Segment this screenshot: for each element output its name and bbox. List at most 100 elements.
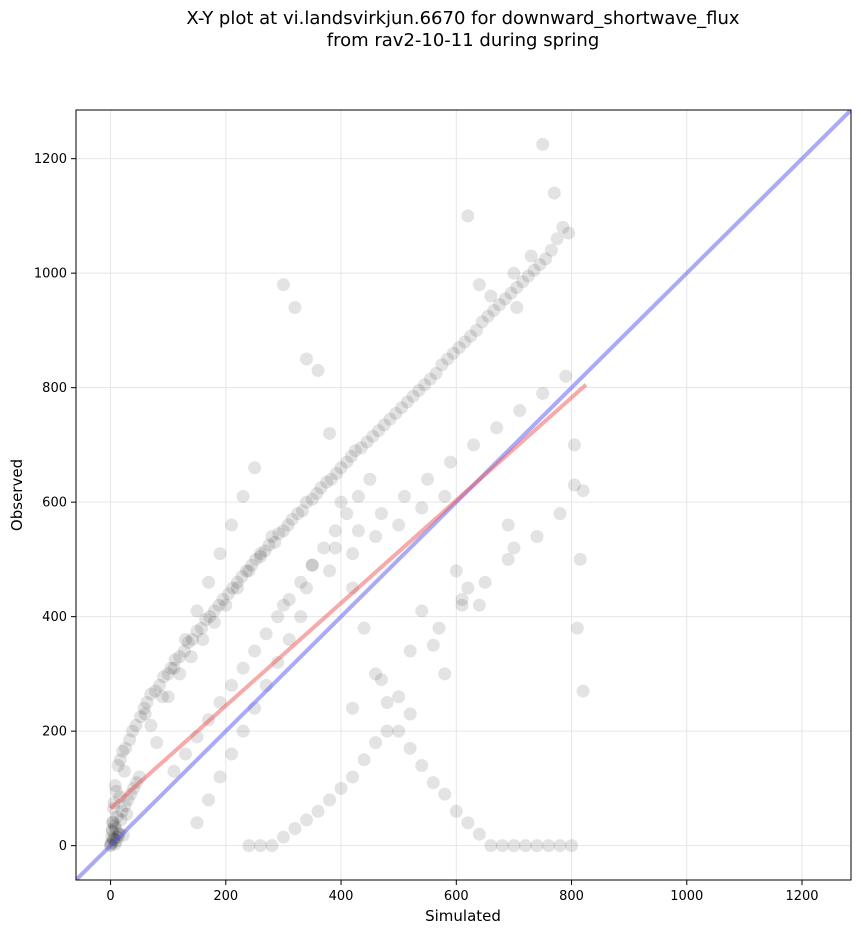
data-point bbox=[383, 412, 397, 426]
data-point bbox=[107, 832, 121, 846]
data-point bbox=[464, 329, 478, 343]
data-point bbox=[120, 807, 134, 821]
data-point bbox=[420, 472, 434, 486]
data-point bbox=[513, 404, 527, 418]
data-point bbox=[272, 527, 286, 541]
data-point bbox=[108, 779, 122, 793]
data-point bbox=[478, 575, 492, 589]
data-point bbox=[225, 518, 239, 532]
data-point bbox=[432, 621, 446, 635]
data-point bbox=[539, 252, 553, 266]
data-point bbox=[276, 278, 290, 292]
data-point bbox=[173, 667, 187, 681]
plot-frame bbox=[75, 109, 852, 881]
data-point bbox=[106, 833, 120, 847]
data-point bbox=[144, 687, 158, 701]
x-tick-label: 800 bbox=[559, 889, 584, 904]
data-point bbox=[357, 621, 371, 635]
data-point bbox=[155, 690, 169, 704]
grid-lines bbox=[76, 110, 851, 880]
data-point bbox=[109, 821, 123, 835]
data-point bbox=[510, 280, 524, 294]
data-point bbox=[495, 839, 509, 853]
data-point bbox=[360, 435, 374, 449]
data-point bbox=[281, 518, 295, 532]
reference-lines bbox=[76, 110, 851, 880]
data-point bbox=[212, 598, 226, 612]
data-point bbox=[288, 301, 302, 315]
data-point bbox=[369, 530, 383, 544]
data-point bbox=[501, 518, 515, 532]
data-point bbox=[328, 541, 342, 555]
data-point bbox=[236, 489, 250, 503]
data-point bbox=[226, 581, 240, 595]
data-point bbox=[230, 581, 244, 595]
data-point bbox=[455, 598, 469, 612]
data-point bbox=[570, 621, 584, 635]
data-point bbox=[115, 804, 129, 818]
data-point bbox=[276, 830, 290, 844]
data-point bbox=[490, 421, 504, 435]
data-point bbox=[429, 366, 443, 380]
data-point bbox=[157, 670, 171, 684]
data-point bbox=[576, 684, 590, 698]
data-point bbox=[311, 804, 325, 818]
data-point bbox=[199, 613, 213, 627]
data-point bbox=[119, 741, 133, 755]
data-point bbox=[299, 581, 313, 595]
data-point bbox=[235, 570, 249, 584]
data-point bbox=[444, 455, 458, 469]
data-point bbox=[110, 810, 124, 824]
data-point bbox=[106, 815, 120, 829]
data-point bbox=[458, 335, 472, 349]
data-point bbox=[369, 736, 383, 750]
data-point bbox=[536, 386, 550, 400]
data-point bbox=[203, 610, 217, 624]
data-point bbox=[449, 564, 463, 578]
data-point bbox=[305, 558, 319, 572]
data-point bbox=[167, 661, 181, 675]
data-point bbox=[415, 604, 429, 618]
data-point bbox=[116, 744, 130, 758]
x-tick-label: 1000 bbox=[670, 889, 703, 904]
data-point bbox=[567, 438, 581, 452]
y-axis-ticks: 0 200 400 600 800 1000 1200 bbox=[34, 152, 76, 854]
data-point bbox=[105, 824, 119, 838]
data-point bbox=[461, 209, 475, 223]
data-point bbox=[253, 547, 267, 561]
data-point bbox=[219, 598, 233, 612]
data-point bbox=[138, 707, 152, 721]
data-point bbox=[320, 475, 334, 489]
data-point bbox=[403, 644, 417, 658]
x-tick-label: 400 bbox=[329, 889, 354, 904]
data-point bbox=[415, 501, 429, 515]
data-point bbox=[305, 558, 319, 572]
data-point bbox=[366, 429, 380, 443]
data-point bbox=[374, 507, 388, 521]
data-point bbox=[323, 564, 337, 578]
y-tick-label: 600 bbox=[42, 496, 67, 511]
data-point bbox=[493, 298, 507, 312]
data-point bbox=[395, 401, 409, 415]
data-point bbox=[285, 512, 299, 526]
data-point bbox=[576, 484, 590, 498]
data-point bbox=[498, 292, 512, 306]
data-point bbox=[438, 667, 452, 681]
data-point bbox=[173, 650, 187, 664]
data-point bbox=[334, 781, 348, 795]
chart-title-line-1: X-Y plot at vi.landsvirkjun.6670 for dow… bbox=[186, 8, 740, 29]
data-point bbox=[265, 530, 279, 544]
data-point bbox=[271, 610, 285, 624]
data-point bbox=[109, 784, 123, 798]
data-point bbox=[268, 535, 282, 549]
data-point bbox=[240, 564, 254, 578]
data-point bbox=[161, 667, 175, 681]
data-point bbox=[351, 524, 365, 538]
data-point bbox=[406, 389, 420, 403]
data-point bbox=[181, 635, 195, 649]
data-point bbox=[372, 424, 386, 438]
data-point bbox=[225, 678, 239, 692]
data-point bbox=[168, 653, 182, 667]
data-point bbox=[392, 518, 406, 532]
